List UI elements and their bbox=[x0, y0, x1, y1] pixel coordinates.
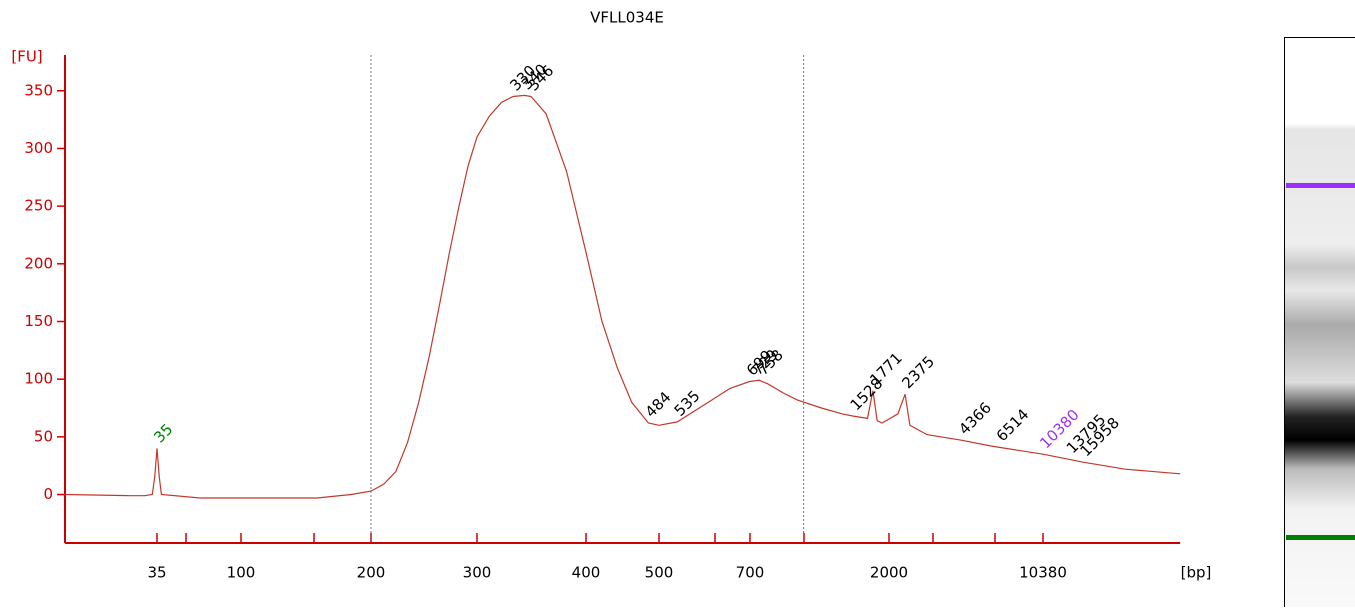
y-tick-label: 250 bbox=[24, 197, 53, 215]
chart-title: VFLL034E bbox=[590, 9, 664, 27]
minor-ticks bbox=[186, 533, 995, 543]
y-tick-label: 50 bbox=[34, 427, 53, 445]
x-tick-label: 700 bbox=[736, 564, 765, 582]
y-tick-label: 350 bbox=[24, 81, 53, 99]
peak-label: 484 bbox=[642, 388, 675, 421]
peak-label: 535 bbox=[671, 387, 704, 420]
y-axis-label: [FU] bbox=[11, 48, 42, 66]
gel-marker-upper bbox=[1286, 183, 1355, 188]
x-tick-label: 200 bbox=[357, 564, 386, 582]
y-tick-label: 0 bbox=[43, 485, 53, 503]
peak-label: 35 bbox=[150, 420, 176, 446]
x-tick-label: 35 bbox=[147, 564, 166, 582]
x-tick-label: 10380 bbox=[1019, 564, 1067, 582]
x-tick-label: 500 bbox=[645, 564, 674, 582]
x-tick-label: 400 bbox=[572, 564, 601, 582]
y-tick-label: 300 bbox=[24, 139, 53, 157]
x-tick-label: 100 bbox=[227, 564, 256, 582]
y-tick-label: 200 bbox=[24, 254, 53, 272]
x-axis-label: [bp] bbox=[1181, 564, 1212, 582]
y-tick-label: 150 bbox=[24, 312, 53, 330]
peak-label: 4366 bbox=[955, 399, 995, 439]
peak-label: 2375 bbox=[898, 352, 938, 392]
peak-label: 6514 bbox=[993, 405, 1033, 445]
x-tick-label: 2000 bbox=[870, 564, 908, 582]
gel-lane bbox=[1285, 38, 1355, 608]
x-tick-label: 300 bbox=[463, 564, 492, 582]
peak-label: 1771 bbox=[866, 349, 906, 389]
gel-marker-lower bbox=[1286, 535, 1355, 540]
y-tick-label: 100 bbox=[24, 370, 53, 388]
